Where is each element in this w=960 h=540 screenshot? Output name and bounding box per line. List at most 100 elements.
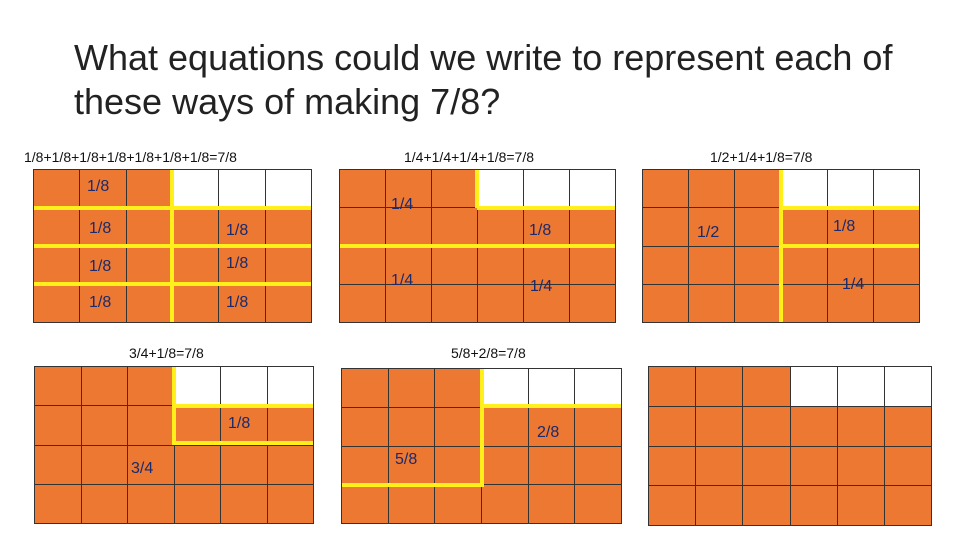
fraction-label: 1/2 — [697, 224, 720, 241]
grid-cell — [80, 284, 126, 322]
fraction-label: 3/4 — [131, 460, 154, 477]
grid-cell-empty — [524, 170, 569, 208]
panel-3-equation: 1/2+1/4+1/8=7/8 — [710, 149, 813, 165]
grid-cell — [35, 367, 81, 406]
grid-cell — [432, 284, 477, 322]
grid-cell — [128, 484, 174, 523]
grid-cell — [575, 485, 621, 523]
grid-cell — [435, 446, 481, 485]
grid-cell — [735, 284, 781, 322]
grid-cell — [34, 170, 80, 208]
grid-cell — [781, 208, 827, 246]
grid-cell — [528, 407, 575, 446]
grid-cell — [884, 486, 931, 525]
grid-cell — [696, 446, 743, 486]
fraction-label: 1/8 — [228, 415, 251, 432]
grid-cell — [34, 246, 80, 284]
grid-cell — [478, 284, 523, 322]
fraction-label: 1/4 — [391, 272, 414, 289]
fraction-label: 1/8 — [87, 178, 110, 195]
fraction-label: 1/8 — [226, 255, 249, 272]
grid-cell — [340, 170, 385, 208]
grid-cell — [884, 406, 931, 446]
fraction-label: 2/8 — [537, 424, 560, 441]
grid-cell — [649, 486, 696, 525]
grid-cell — [696, 406, 743, 446]
grid-cell — [35, 484, 81, 523]
fraction-label: 1/4 — [842, 276, 865, 293]
grid-cell-empty — [219, 170, 265, 208]
grid-cell-empty — [837, 367, 884, 406]
grid-cell — [435, 407, 481, 446]
panel-4-grid — [34, 366, 314, 524]
grid-cell — [265, 284, 311, 322]
grid-cell-empty — [221, 367, 267, 406]
grid-cell — [837, 446, 884, 486]
panel-1-grid — [33, 169, 312, 323]
grid-cell — [219, 208, 265, 246]
fraction-label: 1/4 — [391, 196, 414, 213]
grid-cell — [340, 284, 385, 322]
grid-cell — [35, 445, 81, 484]
grid-cell — [837, 406, 884, 446]
grid-cell — [528, 485, 575, 523]
grid-cell — [386, 246, 431, 284]
grid-cell — [781, 246, 827, 284]
grid-cell — [575, 407, 621, 446]
fraction-label: 1/8 — [226, 294, 249, 311]
grid-cell — [432, 208, 477, 246]
grid-cell — [267, 406, 313, 445]
grid-cell — [388, 407, 435, 446]
panel-2-grid — [339, 169, 616, 323]
question-title: What equations could we write to represe… — [74, 37, 893, 122]
grid-cell — [873, 284, 919, 322]
grid-cell — [743, 446, 790, 486]
grid-cell — [743, 367, 790, 406]
grid-cell — [388, 485, 435, 523]
grid-cell-empty — [478, 170, 523, 208]
grid-cell — [221, 445, 267, 484]
grid-cell — [388, 369, 435, 407]
grid-cell — [649, 367, 696, 406]
grid-cell — [524, 246, 569, 284]
grid-cell — [524, 284, 569, 322]
grid-cell — [174, 484, 220, 523]
grid-cell — [743, 406, 790, 446]
grid-cell — [340, 208, 385, 246]
grid-cell — [265, 208, 311, 246]
grid-cell — [649, 446, 696, 486]
grid-cell — [128, 445, 174, 484]
grid-cell — [386, 208, 431, 246]
grid-cell — [81, 445, 127, 484]
grid-cell — [34, 208, 80, 246]
fraction-label: 1/8 — [833, 218, 856, 235]
grid-cell — [790, 446, 837, 486]
fraction-label: 1/8 — [89, 294, 112, 311]
grid-cell — [837, 486, 884, 525]
grid-cell — [172, 246, 219, 284]
grid-cell — [80, 208, 126, 246]
grid-cell-empty — [265, 170, 311, 208]
grid-cell — [570, 246, 615, 284]
grid-cell — [643, 246, 689, 284]
grid-cell-empty — [267, 367, 313, 406]
grid-cell — [128, 367, 174, 406]
panel-6-grid — [648, 366, 932, 526]
grid-cell — [342, 446, 388, 485]
grid-cell-empty — [781, 170, 827, 208]
grid-cell-empty — [570, 170, 615, 208]
grid-cell — [482, 407, 528, 446]
grid-cell — [126, 208, 172, 246]
grid-cell — [81, 367, 127, 406]
grid-cell — [575, 446, 621, 485]
grid-cell-empty — [790, 367, 837, 406]
grid-cell — [528, 446, 575, 485]
grid-cell — [689, 246, 735, 284]
grid-cell — [80, 170, 126, 208]
grid-cell — [827, 208, 873, 246]
grid-cell-empty — [482, 369, 528, 407]
grid-cell — [432, 246, 477, 284]
grid-cell — [126, 246, 172, 284]
fraction-label: 1/8 — [529, 222, 552, 239]
grid-cell — [386, 284, 431, 322]
